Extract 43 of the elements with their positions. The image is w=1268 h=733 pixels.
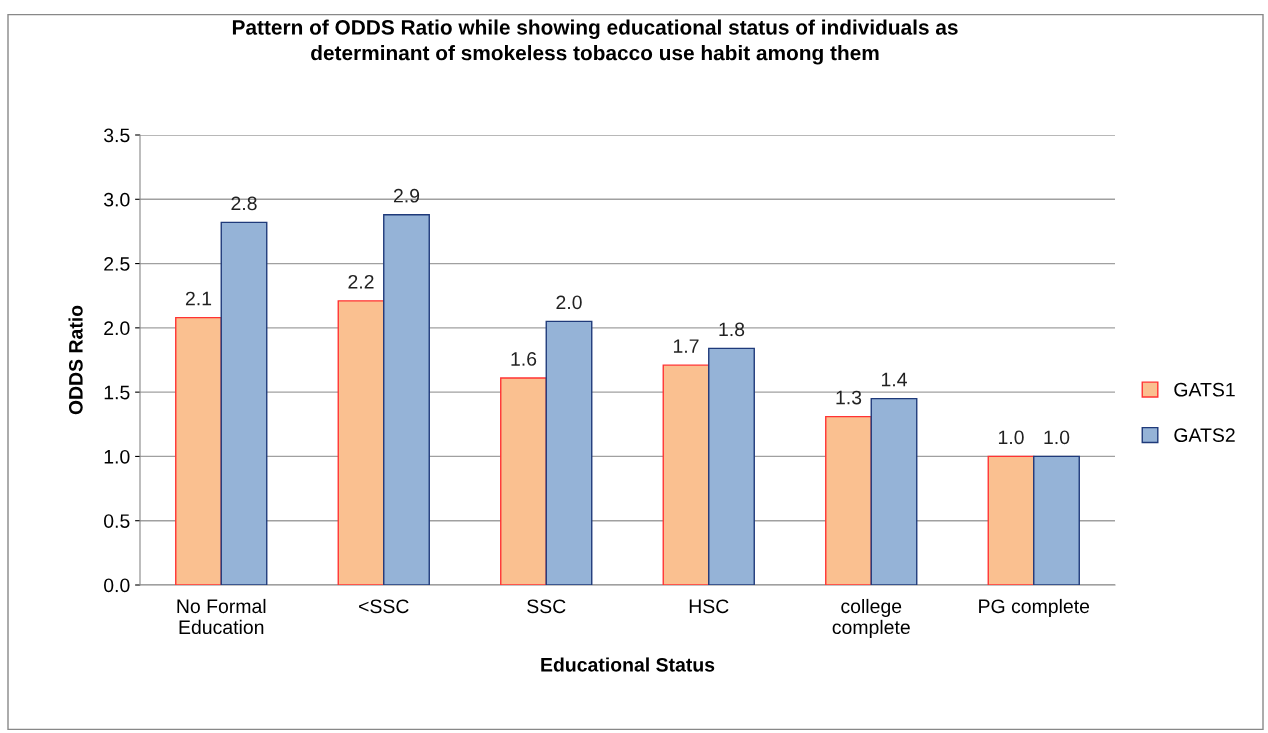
bar: [337, 300, 385, 585]
data-label: 2.9: [393, 188, 420, 203]
y-tick-label: 3.0: [103, 192, 130, 207]
bar: [220, 221, 268, 585]
x-tick-label: No Formal Education: [177, 598, 266, 635]
x-tick-label: <SSC: [359, 599, 409, 614]
y-axis-title: ODDS Ratio: [68, 305, 83, 415]
bar: [383, 214, 430, 585]
x-tick-label: HSC: [689, 599, 729, 614]
bar: [1033, 455, 1080, 585]
bar: [987, 455, 1035, 585]
x-tick-label: SSC: [527, 599, 566, 614]
data-label: 1.0: [1044, 430, 1070, 445]
y-tick-label: 1.0: [104, 449, 130, 464]
data-label: 1.7: [673, 339, 699, 353]
x-tick-label: college complete: [832, 598, 910, 638]
bar: [825, 415, 872, 585]
bar: [708, 347, 755, 585]
data-label: 2.8: [231, 196, 257, 211]
bar: [870, 397, 918, 585]
data-label: 1.6: [511, 352, 537, 366]
data-label: 2.1: [185, 291, 212, 306]
data-label: 1.8: [719, 322, 745, 337]
y-tick-label: 0.0: [104, 578, 130, 593]
y-tick-label: 1.5: [104, 385, 130, 400]
bar: [545, 320, 593, 585]
bar: [175, 316, 222, 585]
chart-title: Pattern of ODDS Ratio while showing educational status of individuals as determinant of smokeless tobacco use habit among them: [232, 19, 958, 65]
x-axis-title: Educational Status: [541, 657, 715, 672]
y-tick-label: 3.5: [103, 128, 130, 143]
y-tick-label: 2.0: [104, 321, 130, 336]
data-label: 1.3: [836, 390, 862, 405]
legend-label: GATS2: [1174, 428, 1235, 442]
legend-label: GATS1: [1174, 382, 1235, 397]
x-tick-label: PG complete: [979, 598, 1090, 618]
data-label: 2.0: [556, 295, 582, 310]
data-label: 2.2: [348, 274, 374, 289]
bar: [662, 364, 710, 585]
y-tick-label: 2.5: [104, 257, 130, 271]
data-label: 1.4: [881, 372, 907, 387]
data-label: 1.0: [998, 430, 1024, 445]
bar: [500, 377, 547, 585]
y-tick-label: 0.5: [104, 514, 130, 528]
